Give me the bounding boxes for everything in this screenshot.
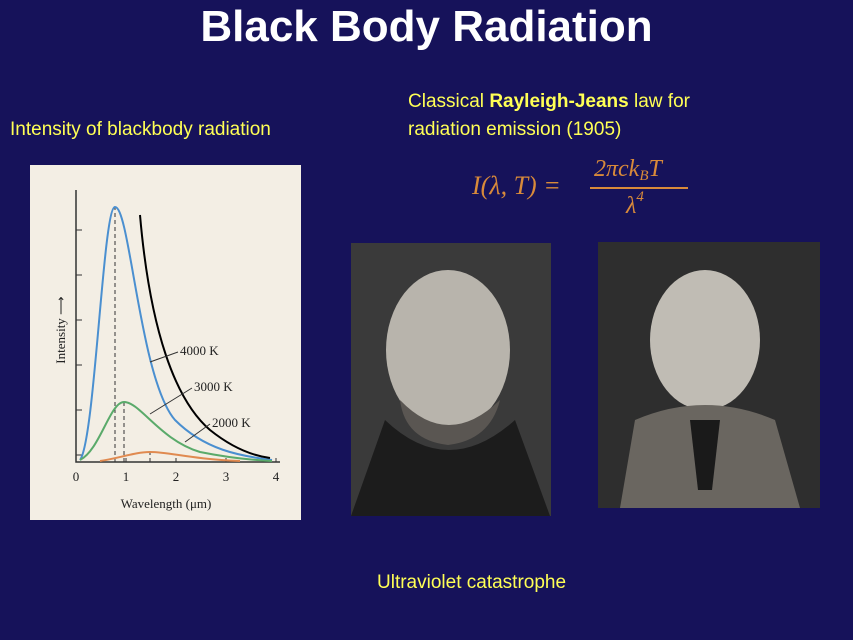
face [650, 270, 760, 410]
right-caption: Classical Rayleigh-Jeans law for radiati… [408, 88, 690, 144]
formula-exp: 4 [636, 189, 644, 205]
figure-bg [30, 165, 301, 520]
formula-part: 2πck [594, 156, 640, 182]
caption-text: law for [628, 91, 690, 112]
formula-sub: B [639, 168, 648, 184]
portrait-jeans [598, 242, 820, 508]
formula-part: T [649, 156, 664, 182]
footer-caption: Ultraviolet catastrophe [377, 572, 567, 593]
formula-num: 2πckBT [594, 156, 664, 185]
suit [351, 420, 550, 516]
x-tick-label: 1 [123, 469, 130, 484]
x-tick-label: 3 [223, 469, 230, 484]
caption-bold: Rayleigh-Jeans [489, 91, 629, 112]
y-ticks [76, 229, 82, 456]
curve-label: 4000 K [180, 343, 219, 358]
curve-label: 2000 K [212, 415, 251, 430]
caption-text: Classical [408, 91, 490, 112]
curve-3000k [79, 400, 273, 462]
rayleigh-jeans-curve [139, 214, 271, 459]
tie [690, 420, 720, 490]
caption-text: radiation emission (1905) [408, 119, 622, 140]
portrait-rayleigh [351, 243, 551, 516]
title: Black Body Radiation [200, 2, 653, 51]
x-axis-label: Wavelength (μm) [121, 496, 212, 511]
beard [400, 400, 500, 445]
formula-part: λ [625, 193, 636, 219]
formula-den: λ4 [625, 189, 644, 218]
formula-lhs: I(λ, T) = [471, 171, 561, 200]
formula: I(λ, T) = 2πckBT λ4 [471, 156, 688, 219]
label-pointers [149, 351, 211, 443]
x-tick-label: 2 [173, 469, 180, 484]
left-caption: Intensity of blackbody radiation [10, 119, 271, 140]
curve-4000k [79, 205, 273, 461]
y-axis-label: Intensity ⟶ [53, 296, 68, 363]
blackbody-figure: 4000 K 3000 K 2000 K 0 1 2 3 4 Wavelengt… [30, 165, 301, 520]
curve-2000k [99, 450, 241, 462]
axes [75, 190, 280, 463]
x-tick-label: 4 [273, 469, 280, 484]
face [386, 270, 510, 430]
x-tick-label: 0 [73, 469, 80, 484]
curve-label: 3000 K [194, 379, 233, 394]
